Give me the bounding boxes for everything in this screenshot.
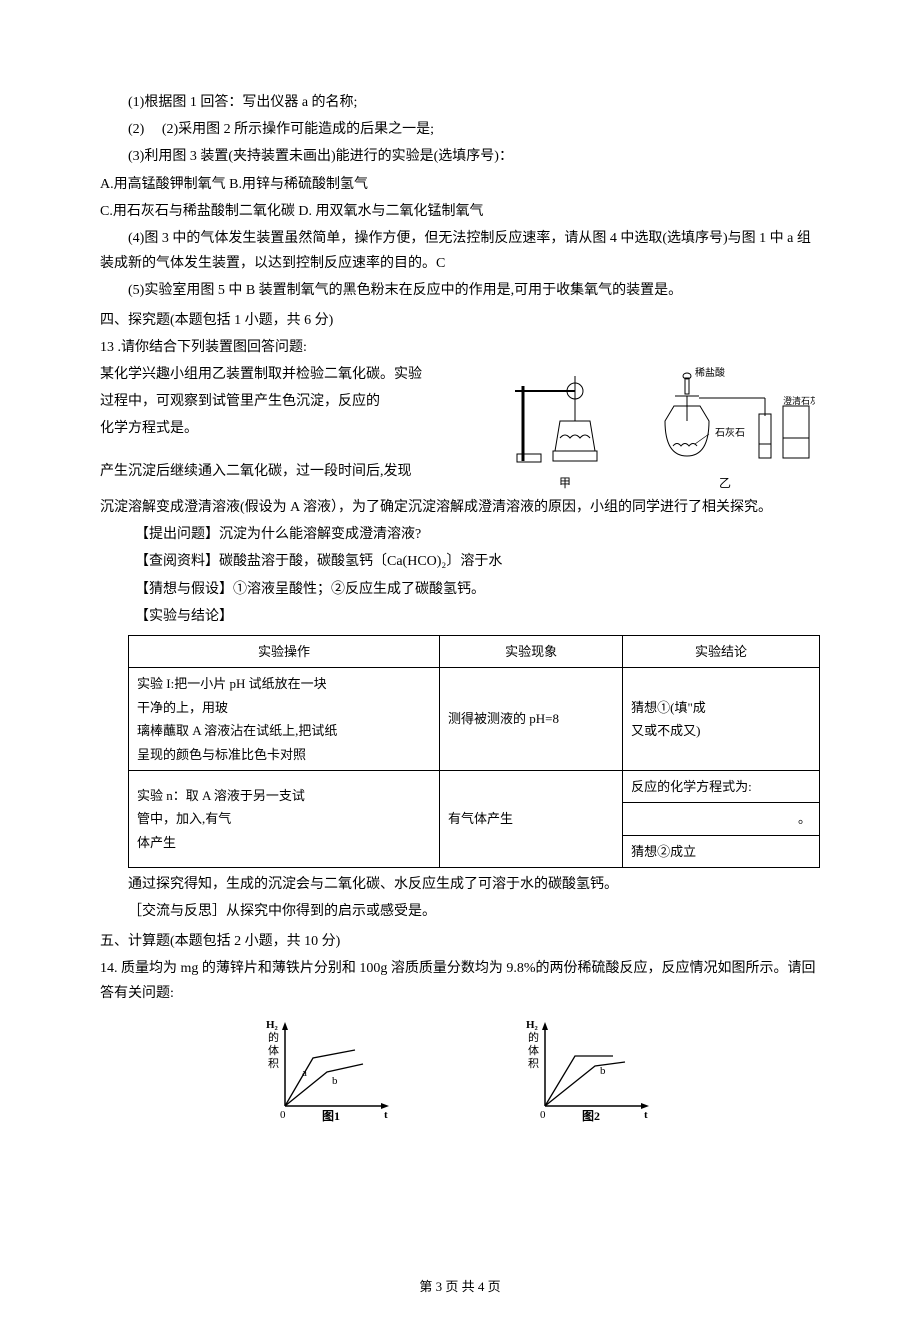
q13-lead: 13 .请你结合下列装置图回答问题: bbox=[100, 335, 820, 360]
table-header-row: 实验操作 实验现象 实验结论 bbox=[129, 636, 820, 668]
graph1-ylabel2: 的 bbox=[268, 1030, 279, 1044]
q13-experiment-bracket: 【实验与结论】 bbox=[107, 604, 820, 629]
apparatus-right-svg: 稀盐酸 石灰石 澄清石灰 bbox=[635, 366, 815, 466]
exp1-op-line1: 实验 I:把一小片 pH 试纸放在一块 bbox=[137, 672, 431, 695]
q14-graphs: H₂ 的 体 积 a b 0 图1 t H₂ 的 体 积 bbox=[100, 1016, 820, 1135]
graph2-xlabel: t bbox=[644, 1109, 648, 1121]
exp2-conclusion-b: 。 bbox=[623, 803, 820, 835]
col-operation: 实验操作 bbox=[129, 636, 440, 668]
section4-heading: 四、探究题(本题包括 1 小题，共 6 分) bbox=[100, 308, 820, 333]
table-row: 实验 I:把一小片 pH 试纸放在一块 干净的上，用玻 璃棒蘸取 A 溶液沾在试… bbox=[129, 668, 820, 771]
q13-reflect: ［交流与反思］从探究中你得到的启示或感受是。 bbox=[100, 899, 820, 924]
q12-item4: (4)图 3 中的气体发生装置虽然简单，操作方便，但无法控制反应速率，请从图 4… bbox=[100, 226, 820, 276]
col-phenomenon: 实验现象 bbox=[440, 636, 623, 668]
dropper-label: 稀盐酸 bbox=[695, 366, 725, 379]
graph1-ylabel3: 体 bbox=[268, 1043, 279, 1057]
graph2-block: H₂ 的 体 积 b 0 图2 t bbox=[520, 1016, 660, 1135]
graph1-label-a: a bbox=[302, 1067, 307, 1079]
exp2-op-line3: 体产生 bbox=[137, 831, 431, 854]
graph1-ylabel1: H₂ bbox=[266, 1019, 279, 1031]
graph1-block: H₂ 的 体 积 a b 0 图1 t bbox=[260, 1016, 400, 1135]
graph2-ylabel2: 的 bbox=[528, 1030, 539, 1044]
apparatus-right-label: 乙 bbox=[635, 473, 815, 495]
q12-item1: (1)根据图 1 回答：写出仪器 a 的名称; bbox=[100, 90, 820, 115]
apparatus-left-svg bbox=[505, 366, 625, 466]
exp1-op-line4: 呈现的颜色与标准比色卡对照 bbox=[137, 743, 431, 766]
stone-label: 石灰石 bbox=[715, 426, 745, 439]
graph1-xlabel: t bbox=[384, 1109, 388, 1121]
q13-hypothesis-bracket: 【猜想与假设】①溶液呈酸性；②反应生成了碳酸氢钙。 bbox=[107, 577, 820, 602]
page-footer: 第 3 页 共 4 页 bbox=[100, 1275, 820, 1298]
exp1-op-line3: 璃棒蘸取 A 溶液沾在试纸上,把试纸 bbox=[137, 719, 431, 742]
q12-item5: (5)实验室用图 5 中 B 装置制氧气的黑色粉末在反应中的作用是,可用于收集氧… bbox=[100, 278, 820, 303]
q14-text: 14. 质量均为 mg 的薄锌片和薄铁片分别和 100g 溶质质量分数均为 9.… bbox=[100, 956, 820, 1006]
exp2-phenomenon: 有气体产生 bbox=[440, 770, 623, 867]
graph2-ylabel1: H₂ bbox=[526, 1019, 539, 1031]
graph2-ylabel4: 积 bbox=[528, 1057, 539, 1070]
exp2-operation: 实验 n：取 A 溶液于另一支试 管中，加入,有气 体产生 bbox=[129, 770, 440, 867]
q12-item2-dupnum: (2) bbox=[128, 122, 144, 137]
graph1-label-b: b bbox=[332, 1075, 338, 1087]
graph1-ylabel4: 积 bbox=[268, 1057, 279, 1070]
q12-item3: (3)利用图 3 装置(夹持装置未画出)能进行的实验是(选填序号)： bbox=[100, 144, 820, 169]
q12-item2: (2) (2)采用图 2 所示操作可能造成的后果之一是; bbox=[100, 117, 820, 142]
exp2-op-line1: 实验 n：取 A 溶液于另一支试 bbox=[137, 784, 431, 807]
col-conclusion: 实验结论 bbox=[623, 636, 820, 668]
section5-heading: 五、计算题(本题包括 2 小题，共 10 分) bbox=[100, 929, 820, 954]
experiment-table: 实验操作 实验现象 实验结论 实验 I:把一小片 pH 试纸放在一块 干净的上，… bbox=[128, 635, 820, 868]
table-row: 实验 n：取 A 溶液于另一支试 管中，加入,有气 体产生 有气体产生 反应的化… bbox=[129, 770, 820, 802]
q13-research-bracket: 【查阅资料】碳酸盐溶于酸，碳酸氢钙〔Ca(HCO)₂〕溶于水 bbox=[107, 549, 820, 574]
exp1-conclusion: 猜想①(填"成 又或不成又) bbox=[623, 668, 820, 771]
exp1-op-line2: 干净的上，用玻 bbox=[137, 696, 431, 719]
exp2-conclusion-a: 反应的化学方程式为: bbox=[623, 770, 820, 802]
exp1-conc-line1: 猜想①(填"成 bbox=[631, 696, 811, 719]
graph2-caption: 图2 bbox=[582, 1109, 600, 1123]
lime-label: 澄清石灰 bbox=[783, 395, 815, 406]
exp1-operation: 实验 I:把一小片 pH 试纸放在一块 干净的上，用玻 璃棒蘸取 A 溶液沾在试… bbox=[129, 668, 440, 771]
q13-p5: 沉淀溶解变成澄清溶液(假设为 A 溶液），为了确定沉淀溶解成澄清溶液的原因，小组… bbox=[100, 495, 820, 520]
q13-conclusion: 通过探究得知，生成的沉淀会与二氧化碳、水反应生成了可溶于水的碳酸氢钙。 bbox=[100, 872, 820, 897]
q12-item2-text: (2)采用图 2 所示操作可能造成的后果之一是; bbox=[162, 122, 434, 137]
graph2-svg: H₂ 的 体 积 b 0 图2 t bbox=[520, 1016, 660, 1126]
graph1-origin: 0 bbox=[280, 1109, 286, 1121]
q13-question-bracket: 【提出问题】沉淀为什么能溶解变成澄清溶液? bbox=[107, 522, 820, 547]
graph2-ylabel3: 体 bbox=[528, 1043, 539, 1057]
apparatus-figure: 甲 稀盐酸 石灰石 bbox=[500, 366, 820, 495]
q12-option-cd: C.用石灰石与稀盐酸制二氧化碳 D. 用双氧水与二氧化锰制氧气 bbox=[100, 199, 820, 224]
q12-option-ab: A.用高锰酸钾制氧气 B.用锌与稀硫酸制氢气 bbox=[100, 172, 820, 197]
graph1-caption: 图1 bbox=[322, 1109, 340, 1123]
graph2-origin: 0 bbox=[540, 1109, 546, 1121]
apparatus-left-label: 甲 bbox=[505, 473, 625, 495]
exp2-conclusion-c: 猜想②成立 bbox=[623, 835, 820, 867]
graph2-label-b: b bbox=[600, 1065, 606, 1077]
exp1-conc-line2: 又或不成又) bbox=[631, 719, 811, 742]
exp2-op-line2: 管中，加入,有气 bbox=[137, 807, 431, 830]
graph1-svg: H₂ 的 体 积 a b 0 图1 t bbox=[260, 1016, 400, 1126]
exp1-phenomenon: 测得被测液的 pH=8 bbox=[440, 668, 623, 771]
